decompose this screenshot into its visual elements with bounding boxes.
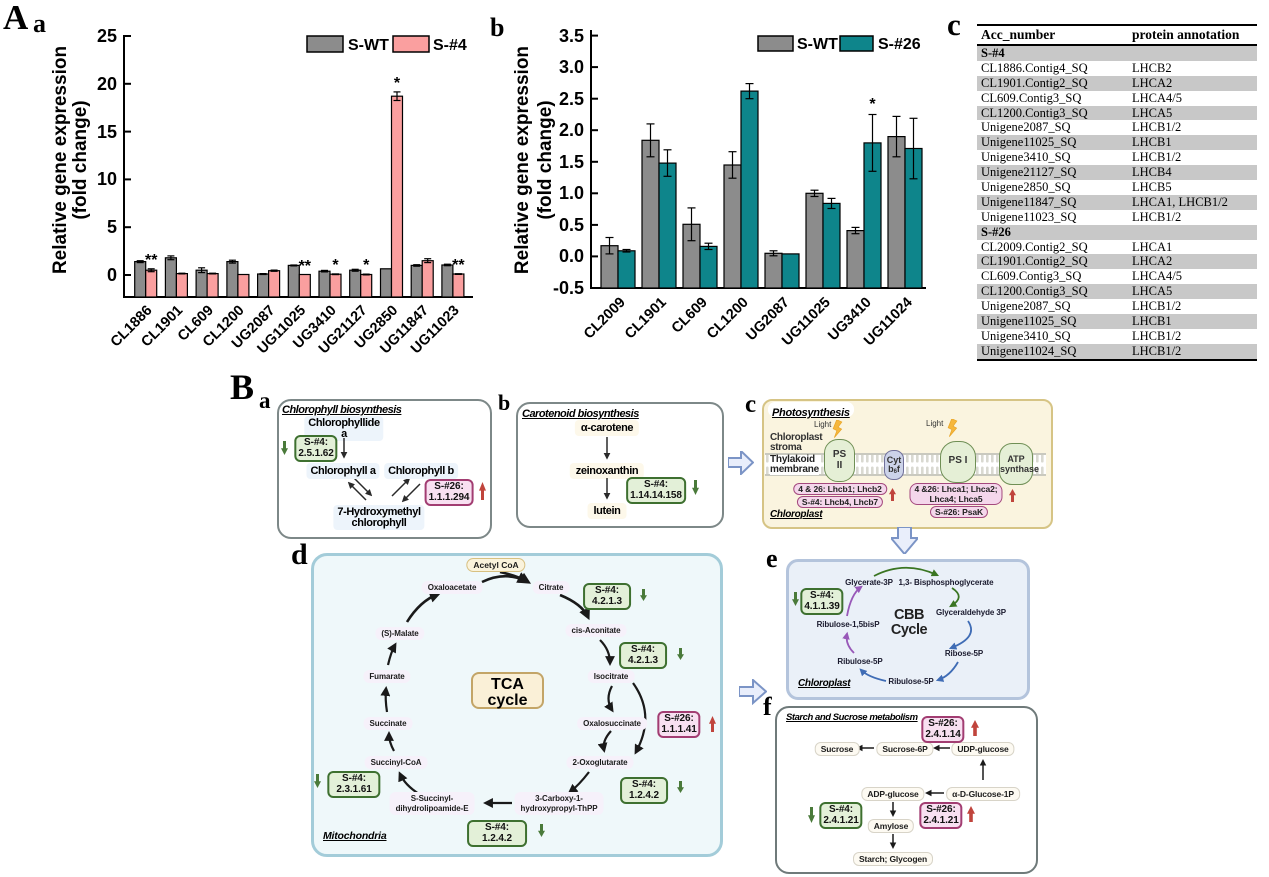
svg-text:0.5: 0.5 xyxy=(559,215,584,235)
svg-text:3.5: 3.5 xyxy=(559,26,584,46)
svg-text:**: ** xyxy=(299,258,312,275)
svg-text:-0.5: -0.5 xyxy=(553,278,584,298)
svg-text:1.5: 1.5 xyxy=(559,152,584,172)
svg-text:20: 20 xyxy=(97,74,117,94)
svg-text:S-WT: S-WT xyxy=(797,36,838,53)
svg-text:Relative gene expression: Relative gene expression xyxy=(512,46,533,274)
svg-text:10: 10 xyxy=(97,169,117,189)
svg-text:S-#26: S-#26 xyxy=(878,36,921,53)
svg-text:0.0: 0.0 xyxy=(559,246,584,266)
svg-text:3.0: 3.0 xyxy=(559,57,584,77)
svg-text:S-WT: S-WT xyxy=(348,37,389,54)
svg-text:2.0: 2.0 xyxy=(559,120,584,140)
svg-text:*: * xyxy=(869,96,876,113)
svg-text:1.0: 1.0 xyxy=(559,183,584,203)
svg-text:**: ** xyxy=(452,257,465,274)
svg-text:*: * xyxy=(363,257,370,274)
svg-text:**: ** xyxy=(145,252,158,269)
svg-text:15: 15 xyxy=(97,122,117,142)
svg-text:0: 0 xyxy=(107,265,117,285)
svg-text:25: 25 xyxy=(97,26,117,46)
svg-text:CL2009: CL2009 xyxy=(581,295,629,343)
svg-text:S-#4: S-#4 xyxy=(433,37,467,54)
svg-text:CL1901: CL1901 xyxy=(622,295,670,343)
svg-text:*: * xyxy=(394,75,401,92)
svg-text:5: 5 xyxy=(107,217,117,237)
svg-text:2.5: 2.5 xyxy=(559,89,584,109)
svg-text:(fold change): (fold change) xyxy=(70,100,91,219)
svg-text:Relative gene expression: Relative gene expression xyxy=(50,46,71,274)
svg-text:*: * xyxy=(332,257,339,274)
svg-text:(fold change): (fold change) xyxy=(535,100,556,219)
